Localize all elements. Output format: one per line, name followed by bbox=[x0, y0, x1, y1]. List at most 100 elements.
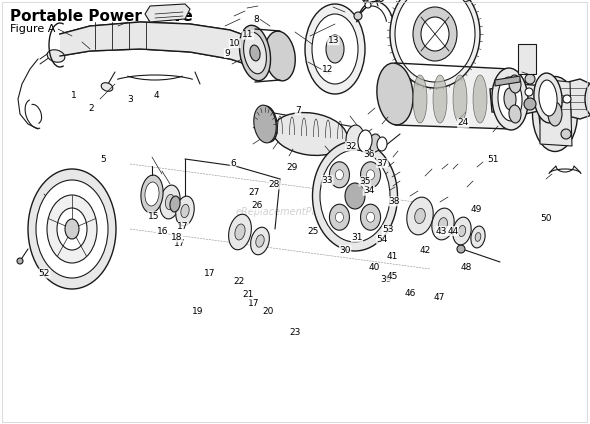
Ellipse shape bbox=[312, 14, 358, 84]
Ellipse shape bbox=[240, 25, 271, 81]
Circle shape bbox=[379, 0, 384, 2]
Text: 42: 42 bbox=[419, 245, 431, 255]
Ellipse shape bbox=[585, 81, 590, 117]
Text: 1: 1 bbox=[71, 91, 77, 100]
Text: 32: 32 bbox=[345, 142, 357, 151]
Text: 36: 36 bbox=[363, 150, 375, 159]
Ellipse shape bbox=[390, 0, 480, 88]
Text: 11: 11 bbox=[242, 30, 254, 39]
Ellipse shape bbox=[433, 75, 447, 123]
Ellipse shape bbox=[369, 134, 381, 152]
Text: 52: 52 bbox=[38, 269, 50, 278]
Text: 47: 47 bbox=[434, 293, 445, 302]
Circle shape bbox=[524, 98, 536, 110]
Circle shape bbox=[525, 88, 533, 96]
Text: 17: 17 bbox=[174, 239, 186, 248]
Text: 33: 33 bbox=[322, 176, 333, 185]
Ellipse shape bbox=[432, 208, 454, 240]
Circle shape bbox=[17, 258, 23, 264]
Text: 3: 3 bbox=[127, 95, 133, 104]
Text: 28: 28 bbox=[268, 180, 280, 189]
Ellipse shape bbox=[492, 68, 528, 130]
Text: 18: 18 bbox=[171, 233, 183, 242]
Text: 39: 39 bbox=[381, 275, 392, 285]
Text: 23: 23 bbox=[289, 328, 301, 338]
Ellipse shape bbox=[176, 196, 194, 226]
Text: 43: 43 bbox=[435, 226, 447, 236]
Ellipse shape bbox=[453, 75, 467, 123]
Ellipse shape bbox=[65, 219, 79, 239]
Ellipse shape bbox=[336, 170, 343, 180]
Ellipse shape bbox=[265, 31, 295, 81]
Text: 22: 22 bbox=[233, 277, 245, 287]
Text: 17: 17 bbox=[248, 298, 260, 308]
Text: 7: 7 bbox=[295, 106, 301, 115]
Ellipse shape bbox=[471, 226, 485, 248]
Text: Portable Power Drive: Portable Power Drive bbox=[10, 9, 193, 24]
Ellipse shape bbox=[57, 208, 87, 250]
Text: 35: 35 bbox=[359, 177, 371, 186]
Text: 26: 26 bbox=[251, 201, 263, 210]
Ellipse shape bbox=[539, 86, 571, 142]
Ellipse shape bbox=[336, 212, 343, 222]
Polygon shape bbox=[560, 79, 590, 119]
Text: 27: 27 bbox=[248, 188, 260, 198]
Ellipse shape bbox=[366, 170, 375, 180]
Ellipse shape bbox=[548, 102, 562, 126]
Ellipse shape bbox=[475, 233, 481, 241]
Ellipse shape bbox=[305, 4, 365, 94]
Ellipse shape bbox=[181, 204, 189, 218]
Polygon shape bbox=[540, 79, 572, 146]
Ellipse shape bbox=[504, 88, 516, 110]
Text: Figure A: Figure A bbox=[10, 24, 55, 34]
Ellipse shape bbox=[47, 195, 97, 263]
Text: 5: 5 bbox=[100, 154, 106, 164]
Text: 40: 40 bbox=[369, 263, 381, 273]
Text: 50: 50 bbox=[540, 214, 552, 223]
Ellipse shape bbox=[346, 125, 364, 153]
Polygon shape bbox=[495, 76, 520, 86]
Ellipse shape bbox=[534, 73, 562, 123]
Ellipse shape bbox=[47, 50, 65, 62]
Polygon shape bbox=[145, 4, 190, 22]
Text: 44: 44 bbox=[447, 226, 459, 236]
Circle shape bbox=[363, 0, 369, 1]
Circle shape bbox=[563, 95, 571, 103]
Text: 31: 31 bbox=[351, 233, 363, 242]
Text: 41: 41 bbox=[386, 252, 398, 261]
Ellipse shape bbox=[498, 77, 522, 121]
Ellipse shape bbox=[329, 162, 349, 188]
Text: 4: 4 bbox=[153, 91, 159, 100]
Text: 13: 13 bbox=[327, 36, 339, 45]
Text: 19: 19 bbox=[192, 307, 204, 316]
Ellipse shape bbox=[533, 76, 578, 151]
Ellipse shape bbox=[421, 17, 449, 51]
Ellipse shape bbox=[377, 137, 387, 151]
Ellipse shape bbox=[413, 75, 427, 123]
Text: 12: 12 bbox=[322, 65, 333, 75]
Text: 25: 25 bbox=[307, 226, 319, 236]
Text: 53: 53 bbox=[382, 225, 394, 234]
Ellipse shape bbox=[101, 83, 113, 91]
Ellipse shape bbox=[244, 32, 267, 74]
FancyBboxPatch shape bbox=[518, 44, 536, 74]
Text: 38: 38 bbox=[388, 197, 400, 206]
Ellipse shape bbox=[320, 150, 390, 242]
Ellipse shape bbox=[413, 7, 457, 61]
Ellipse shape bbox=[326, 35, 344, 63]
Ellipse shape bbox=[415, 209, 425, 223]
Text: 21: 21 bbox=[242, 290, 254, 299]
Circle shape bbox=[525, 74, 535, 84]
Ellipse shape bbox=[360, 204, 381, 230]
Ellipse shape bbox=[256, 235, 264, 247]
Circle shape bbox=[561, 129, 571, 139]
Ellipse shape bbox=[329, 204, 349, 230]
Text: 54: 54 bbox=[376, 235, 388, 244]
Text: 34: 34 bbox=[363, 186, 375, 195]
Ellipse shape bbox=[395, 0, 475, 82]
Ellipse shape bbox=[438, 218, 447, 230]
Text: 10: 10 bbox=[229, 39, 241, 48]
Text: 15: 15 bbox=[148, 212, 159, 221]
Circle shape bbox=[354, 12, 362, 20]
Ellipse shape bbox=[273, 112, 348, 156]
